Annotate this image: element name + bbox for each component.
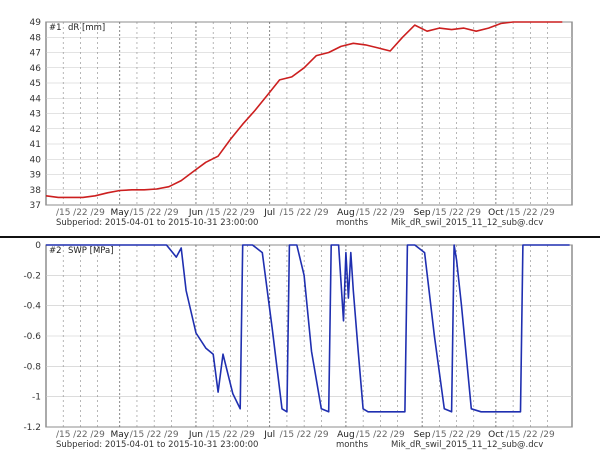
x-major-tick-label: Aug [337,208,355,218]
x-minor-tick-label: /29 [540,208,555,218]
x-minor-tick-label: /29 [314,430,329,440]
x-minor-tick-label: /15 [280,430,294,440]
y-tick-label: -1.2 [23,423,41,433]
y-tick-label: 42 [30,125,41,135]
series-line [45,21,563,199]
x-minor-tick-label: /29 [390,430,405,440]
y-tick-label: 40 [30,155,42,165]
x-minor-tick-label: /15 [432,430,446,440]
x-minor-tick-label: /22 [297,430,311,440]
x-minor-tick-label: /15 [280,208,294,218]
y-tick-label: -0.2 [23,271,41,281]
x-major-tick-label: Jun [188,208,203,218]
x-minor-tick-label: /29 [540,430,555,440]
x-minor-tick-label: /22 [147,430,161,440]
panel-divider [0,236,600,238]
dr-chart-panel: 37 38 39 40 41 42 43 44 45 46 47 48 49/15/22/29/15/2… [30,18,573,228]
x-minor-tick-label: /29 [90,208,105,218]
subperiod-text: Subperiod: 2015-04-01 to 2015-10-31 23:0… [56,218,258,228]
x-minor-tick-label: /15 [206,430,220,440]
x-major-tick-label: Sep [414,208,431,218]
x-major-tick-label: Oct [488,208,504,218]
file-name-text: Mik_dR_swil_2015_11_12_sub@.dcv [391,440,543,450]
y-tick-label: 44 [30,94,42,104]
x-minor-tick-label: /22 [449,208,463,218]
series-line [46,244,570,413]
y-tick-label: 47 [30,49,41,59]
subperiod-text: Subperiod: 2015-04-01 to 2015-10-31 23:0… [56,440,258,450]
x-minor-tick-label: /22 [223,430,237,440]
unit-text: months [336,440,369,450]
y-tick-label: 45 [30,79,41,89]
x-major-tick-label: Jul [263,208,275,218]
y-tick-label: -1 [32,393,41,403]
x-minor-tick-label: /29 [467,208,482,218]
y-tick-label: 43 [30,110,41,120]
dr-chart: 37 38 39 40 41 42 43 44 45 46 47 48 49/15/22/29/15/2… [30,18,573,228]
y-tick-label: 39 [30,171,42,181]
x-major-tick-label: Jun [188,430,203,440]
x-minor-tick-label: /22 [523,208,537,218]
y-tick-label: 0 [35,241,41,251]
x-minor-tick-label: /15 [56,430,70,440]
x-minor-tick-label: /15 [130,208,144,218]
x-major-tick-label: May [110,208,129,218]
x-major-tick-label: May [110,430,129,440]
x-minor-tick-label: /22 [373,430,387,440]
x-minor-tick-label: /29 [314,208,329,218]
y-tick-label: 49 [30,18,42,28]
x-minor-tick-label: /15 [506,208,520,218]
x-minor-tick-label: /29 [90,430,105,440]
x-minor-tick-label: /15 [56,208,70,218]
x-minor-tick-label: /22 [73,430,87,440]
x-minor-tick-label: /29 [240,430,255,440]
x-minor-tick-label: /15 [206,208,220,218]
swp-chart: 0 -0.2 -0.4 -0.6 -0.8 -1 -1.2/15/22/29/15/22/2… [23,241,573,450]
x-minor-tick-label: /15 [356,208,370,218]
file-name-text: Mik_dR_swil_2015_11_12_sub@.dcv [391,218,543,228]
x-minor-tick-label: /15 [356,430,370,440]
y-tick-label: 38 [30,186,42,196]
x-major-tick-label: Oct [488,430,504,440]
y-tick-label: 37 [30,201,41,211]
x-minor-tick-label: /22 [297,208,311,218]
y-tick-label: 48 [30,33,42,43]
y-tick-label: -0.8 [23,362,41,372]
unit-text: months [336,218,369,228]
y-axis-label: SWP [MPa] [68,246,114,256]
x-minor-tick-label: /15 [506,430,520,440]
x-minor-tick-label: /29 [164,208,179,218]
x-major-tick-label: Aug [337,430,355,440]
x-minor-tick-label: /29 [240,208,255,218]
y-tick-label: 46 [30,64,42,74]
panel-id-label: #1 [49,23,62,33]
x-minor-tick-label: /29 [467,430,482,440]
x-minor-tick-label: /22 [147,208,161,218]
x-minor-tick-label: /22 [73,208,87,218]
y-tick-label: -0.4 [23,302,41,312]
x-minor-tick-label: /15 [130,430,144,440]
x-minor-tick-label: /29 [390,208,405,218]
y-tick-label: 41 [30,140,41,150]
x-minor-tick-label: /15 [432,208,446,218]
y-axis-label: dR [mm] [68,23,105,33]
x-minor-tick-label: /29 [164,430,179,440]
x-minor-tick-label: /22 [523,430,537,440]
x-minor-tick-label: /22 [223,208,237,218]
y-tick-label: -0.6 [23,332,41,342]
x-minor-tick-label: /22 [449,430,463,440]
x-major-tick-label: Jul [263,430,275,440]
x-minor-tick-label: /22 [373,208,387,218]
panel-id-label: #2 [49,246,62,256]
x-major-tick-label: Sep [414,430,431,440]
swp-chart-panel: 0 -0.2 -0.4 -0.6 -0.8 -1 -1.2/15/22/29/15/22/2… [0,236,600,457]
